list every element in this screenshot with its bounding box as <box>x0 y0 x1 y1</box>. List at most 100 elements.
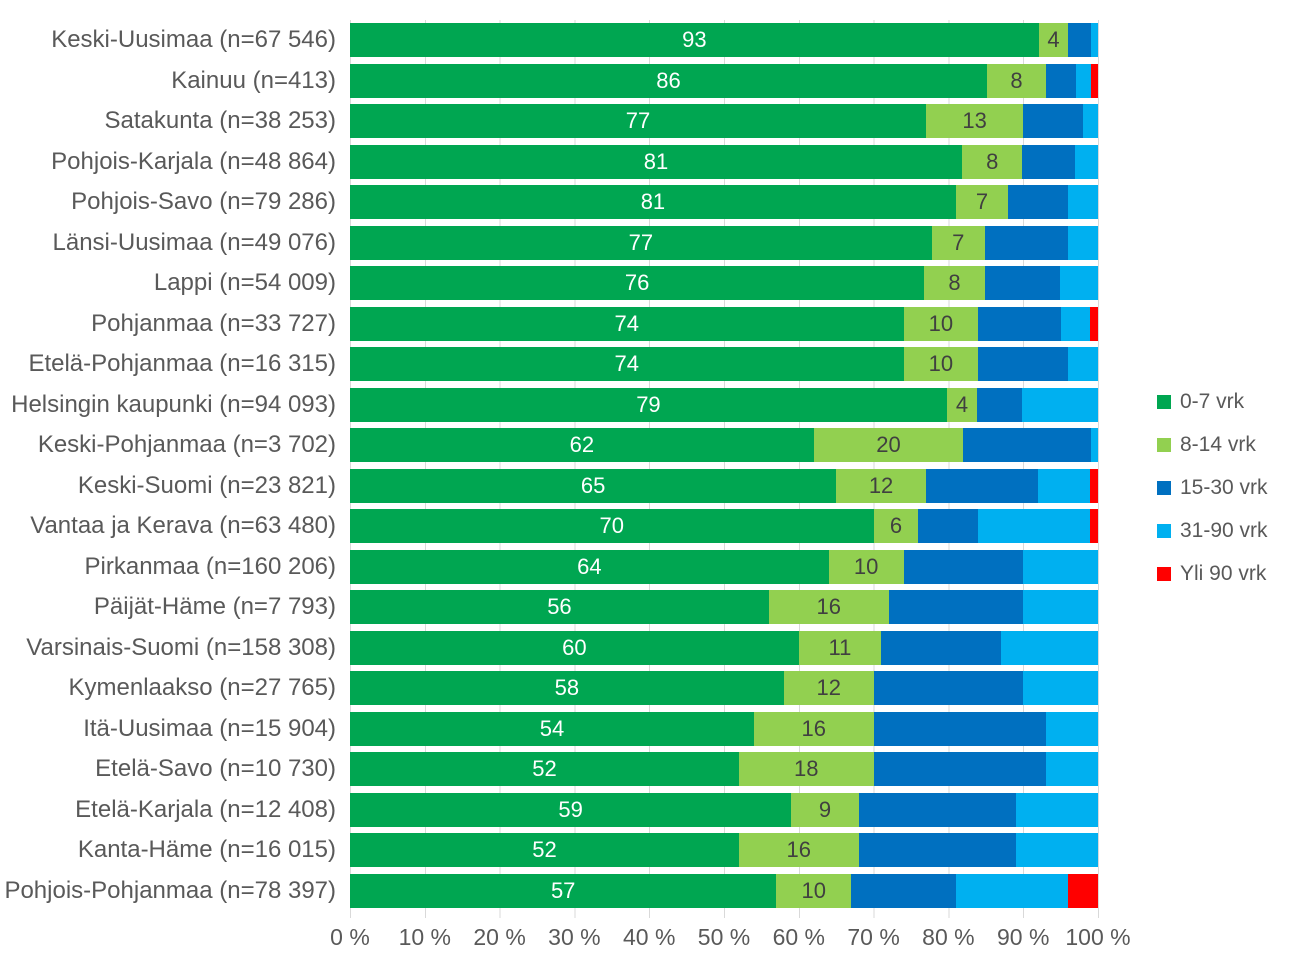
bar-row: Kanta-Häme (n=16 015) 52 16 <box>0 830 1098 871</box>
category-label: Keski-Uusimaa (n=67 546) <box>51 26 336 54</box>
segment-yli-90-vrk <box>1090 468 1098 503</box>
segment-0-7-vrk: 74 <box>350 306 904 341</box>
bar-row: Itä-Uusimaa (n=15 904) 54 16 <box>0 709 1098 750</box>
category-label: Länsi-Uusimaa (n=49 076) <box>52 228 337 256</box>
segment-15-30-vrk <box>978 347 1069 382</box>
segment-0-7-vrk: 76 <box>350 266 925 301</box>
category-label: Satakunta (n=38 253) <box>104 107 336 135</box>
segment-yli-90-vrk <box>1090 63 1098 98</box>
category-label: Pirkanmaa (n=160 206) <box>84 552 336 580</box>
segment-0-7-vrk: 70 <box>350 509 874 544</box>
category-label: Kainuu (n=413) <box>171 66 336 94</box>
segment-15-30-vrk <box>881 630 1001 665</box>
legend-item: 8-14 vrk <box>1157 423 1268 466</box>
segment-8-14-vrk: 13 <box>925 104 1024 139</box>
bar-row: Pohjanmaa (n=33 727) 74 10 <box>0 304 1098 345</box>
segment-value-label: 81 <box>643 148 669 174</box>
legend-item: 15-30 vrk <box>1157 466 1268 509</box>
segment-15-30-vrk <box>858 833 1016 868</box>
segment-value-label: 56 <box>547 594 572 620</box>
legend-swatch-yli-90-vrk-icon <box>1157 566 1171 581</box>
segment-31-90-vrk <box>1083 104 1098 139</box>
bar-row: Helsingin kaupunki (n=94 093) 79 4 <box>0 385 1098 426</box>
segment-31-90-vrk <box>955 873 1069 908</box>
segment-8-14-vrk: 10 <box>828 549 904 584</box>
bar-track: 74 10 <box>350 347 1098 382</box>
segment-15-30-vrk <box>963 428 1091 463</box>
segment-8-14-vrk: 18 <box>738 752 874 787</box>
bar-track: 76 8 <box>350 266 1098 301</box>
segment-value-label: 10 <box>928 351 954 377</box>
segment-31-90-vrk <box>1015 792 1098 827</box>
x-axis-tick-label: 0 % <box>330 924 370 950</box>
segment-31-90-vrk <box>1060 266 1098 301</box>
stacked-bar: 76 8 <box>350 266 1098 301</box>
stacked-bar: 58 12 <box>350 671 1098 706</box>
stacked-bar: 52 16 <box>350 833 1098 868</box>
segment-value-label: 60 <box>562 634 587 660</box>
x-axis-tick-label: 70 % <box>847 924 900 950</box>
segment-15-30-vrk <box>977 387 1023 422</box>
x-axis: 0 % 10 % 20 % 30 % 40 % 50 % 60 % 70 % 80 % 90 % 1… <box>330 924 1130 956</box>
segment-value-label: 7 <box>952 229 965 255</box>
x-axis-tick-label: 100 % <box>1065 924 1131 950</box>
bar-row: Satakunta (n=38 253) 77 13 <box>0 101 1098 142</box>
legend-swatch-8-14-vrk-icon <box>1157 437 1171 452</box>
segment-value-label: 54 <box>539 715 565 741</box>
segment-value-label: 9 <box>818 796 832 822</box>
bar-track: 57 10 <box>350 873 1098 908</box>
x-axis-tick-label: 90 % <box>996 924 1050 950</box>
x-axis-tick-label: 10 % <box>398 924 452 950</box>
segment-8-14-vrk: 7 <box>931 225 985 260</box>
segment-value-label: 10 <box>928 310 954 336</box>
segment-value-label: 52 <box>532 756 557 782</box>
segment-8-14-vrk: 11 <box>798 630 882 665</box>
bar-row: Pohjois-Pohjanmaa (n=78 397) 57 10 <box>0 871 1098 912</box>
legend: 0-7 vrk 8-14 vrk 15-30 vrk 31-90 vrk Yli 90 … <box>1157 380 1268 595</box>
segment-0-7-vrk: 81 <box>350 185 956 220</box>
segment-0-7-vrk: 65 <box>350 468 837 503</box>
segment-15-30-vrk <box>873 671 1024 706</box>
segment-8-14-vrk: 10 <box>903 306 979 341</box>
bar-track: 77 7 <box>350 225 1098 260</box>
category-label: Pohjanmaa (n=33 727) <box>91 309 336 337</box>
segment-8-14-vrk: 12 <box>836 468 926 503</box>
stacked-bar: 74 10 <box>350 306 1098 341</box>
segment-15-30-vrk <box>851 873 956 908</box>
stacked-bar: 81 7 <box>350 185 1098 220</box>
segment-15-30-vrk <box>925 468 1039 503</box>
segment-31-90-vrk <box>1045 711 1098 746</box>
segment-8-14-vrk: 4 <box>946 387 978 422</box>
bar-row: Pohjois-Savo (n=79 286) 81 7 <box>0 182 1098 223</box>
x-axis-tick-label: 20 % <box>473 924 526 950</box>
segment-0-7-vrk: 77 <box>350 225 932 260</box>
x-axis-tick-label: 50 % <box>697 924 751 950</box>
segment-15-30-vrk <box>1068 23 1091 58</box>
stacked-bar: 56 16 <box>350 590 1098 625</box>
segment-31-90-vrk <box>1060 306 1091 341</box>
segment-8-14-vrk: 4 <box>1038 23 1069 58</box>
stacked-bar: 57 10 <box>350 873 1098 908</box>
segment-31-90-vrk <box>1090 23 1098 58</box>
category-label: Varsinais-Suomi (n=158 308) <box>26 633 336 661</box>
legend-swatch-31-90-vrk-icon <box>1157 523 1171 538</box>
segment-value-label: 76 <box>624 270 650 296</box>
segment-31-90-vrk <box>1023 590 1098 625</box>
segment-31-90-vrk <box>1023 671 1098 706</box>
stacked-bar: 74 10 <box>350 347 1098 382</box>
segment-value-label: 12 <box>868 472 894 498</box>
stacked-bar: 86 8 <box>350 63 1098 98</box>
category-label: Etelä-Karjala (n=12 408) <box>75 795 336 823</box>
segment-value-label: 74 <box>614 310 639 336</box>
segment-31-90-vrk <box>1045 752 1098 787</box>
segment-value-label: 79 <box>636 391 661 417</box>
segment-8-14-vrk: 8 <box>986 63 1047 98</box>
segment-0-7-vrk: 58 <box>350 671 784 706</box>
stacked-bar: 54 16 <box>350 711 1098 746</box>
legend-item: 31-90 vrk <box>1157 509 1268 552</box>
segment-0-7-vrk: 77 <box>350 104 926 139</box>
bar-row: Pohjois-Karjala (n=48 864) 81 8 <box>0 142 1098 183</box>
segment-0-7-vrk: 57 <box>350 873 777 908</box>
stacked-bar: 64 10 <box>350 549 1098 584</box>
legend-swatch-0-7-vrk-icon <box>1157 394 1171 409</box>
